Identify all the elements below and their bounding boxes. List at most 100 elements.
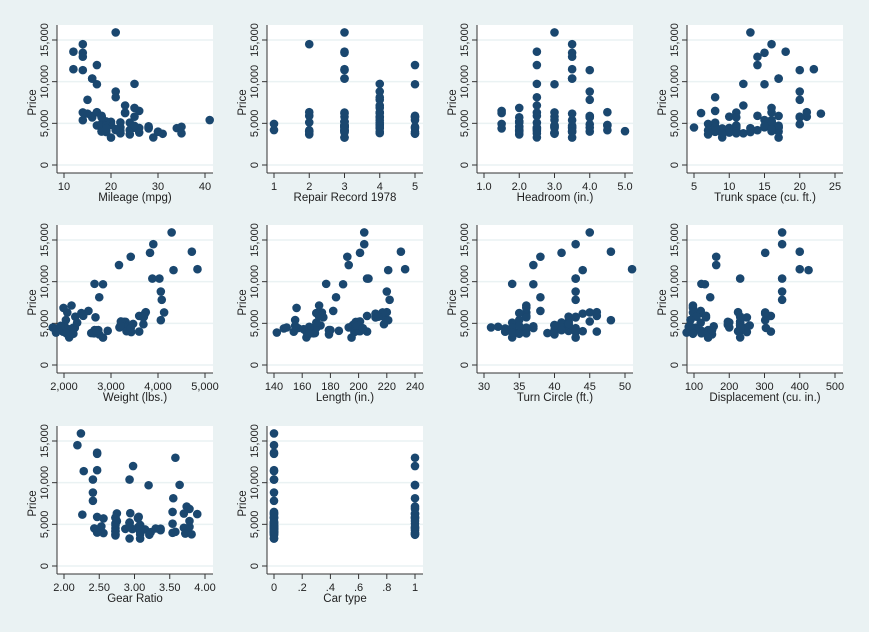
x-tick-label: 20 bbox=[794, 181, 806, 193]
data-point bbox=[106, 133, 116, 142]
data-point bbox=[125, 475, 134, 484]
data-point bbox=[340, 48, 349, 58]
data-point bbox=[543, 328, 552, 338]
data-point bbox=[144, 480, 153, 490]
x-tick-label: .8 bbox=[382, 582, 391, 594]
y-tick-label: 10,000 bbox=[249, 265, 261, 299]
y-axis-title: Price bbox=[657, 89, 669, 115]
data-point bbox=[532, 92, 542, 102]
x-tick-label: 500 bbox=[826, 381, 844, 393]
data-point bbox=[385, 295, 394, 305]
y-tick-label: 5,000 bbox=[669, 310, 681, 338]
data-point bbox=[795, 112, 805, 121]
data-point bbox=[710, 92, 720, 102]
data-point bbox=[514, 122, 524, 132]
scatter-panel: 0 5,000 10,000 15,000 Price 140 160 180 200 220 24… bbox=[237, 223, 424, 404]
data-point bbox=[114, 260, 124, 270]
data-point bbox=[410, 79, 420, 89]
data-point bbox=[585, 123, 595, 132]
x-axis-title: Length (in.) bbox=[316, 392, 374, 404]
y-axis-title: Price bbox=[657, 289, 669, 315]
data-point bbox=[735, 274, 745, 283]
data-point bbox=[705, 292, 715, 302]
data-point bbox=[802, 107, 812, 117]
scatter-panel: 0 5,000 10,000 15,000 Price 5 10 15 20 25 Trunk sp… bbox=[657, 23, 843, 204]
data-point bbox=[111, 92, 120, 102]
scatter-panel: 0 5,000 10,000 15,000 Price 10 20 30 40 Mileage (… bbox=[27, 23, 214, 204]
data-point bbox=[304, 39, 314, 49]
data-point bbox=[98, 279, 108, 289]
y-axis-title: Price bbox=[27, 490, 39, 516]
data-point bbox=[358, 323, 368, 333]
data-point bbox=[760, 308, 770, 317]
data-point bbox=[159, 308, 169, 317]
x-tick-label: .6 bbox=[354, 582, 363, 594]
data-point bbox=[703, 119, 713, 129]
data-point bbox=[689, 123, 699, 132]
data-point bbox=[567, 74, 577, 83]
data-point bbox=[742, 313, 752, 322]
scatter-panel: 0 5,000 10,000 15,000 Price 100 200 300 400 500 Di… bbox=[657, 223, 844, 404]
data-point bbox=[696, 318, 705, 327]
x-tick-label: 2,000 bbox=[50, 381, 78, 393]
y-tick-label: 0 bbox=[459, 362, 471, 368]
data-point bbox=[497, 108, 506, 118]
data-point bbox=[130, 79, 139, 89]
x-axis-title: Gear Ratio bbox=[107, 593, 163, 605]
data-point bbox=[410, 129, 420, 139]
y-tick-label: 10,000 bbox=[39, 466, 51, 500]
data-point bbox=[564, 312, 573, 321]
data-point bbox=[359, 239, 369, 249]
data-point bbox=[774, 121, 783, 130]
data-point bbox=[514, 329, 524, 339]
plot-region bbox=[267, 426, 423, 574]
data-point bbox=[125, 534, 134, 543]
data-point bbox=[620, 126, 630, 136]
data-point bbox=[795, 65, 805, 75]
data-point bbox=[331, 292, 341, 302]
data-point bbox=[347, 333, 356, 342]
data-point bbox=[97, 113, 106, 122]
x-tick-label: 20 bbox=[105, 181, 117, 193]
data-point bbox=[532, 60, 542, 70]
data-point bbox=[83, 95, 92, 105]
y-tick-label: 0 bbox=[459, 162, 471, 168]
data-point bbox=[532, 47, 542, 57]
x-tick-label: 2.00 bbox=[53, 582, 74, 594]
data-point bbox=[355, 248, 365, 258]
data-point bbox=[158, 129, 167, 139]
data-point bbox=[493, 322, 503, 332]
data-point bbox=[795, 95, 805, 105]
data-point bbox=[168, 519, 177, 528]
x-axis-title: Turn Circle (ft.) bbox=[517, 392, 593, 404]
data-point bbox=[585, 95, 595, 105]
data-point bbox=[79, 466, 89, 476]
data-point bbox=[753, 60, 762, 70]
scatter-panel: 0 5,000 10,000 15,000 Price 1.0 2.0 3.0 4.0 5.0 He… bbox=[447, 23, 633, 204]
data-point bbox=[585, 308, 595, 317]
data-point bbox=[92, 79, 102, 89]
data-point bbox=[362, 311, 372, 321]
x-tick-label: 100 bbox=[685, 381, 703, 393]
x-tick-label: 50 bbox=[619, 381, 631, 393]
y-tick-label: 0 bbox=[669, 362, 681, 368]
plot-region bbox=[687, 25, 843, 173]
data-point bbox=[92, 512, 102, 522]
data-point bbox=[711, 252, 721, 262]
data-point bbox=[717, 129, 727, 139]
data-point bbox=[120, 108, 130, 118]
data-point bbox=[514, 321, 524, 331]
data-point bbox=[362, 274, 372, 283]
x-tick-label: 4 bbox=[377, 181, 383, 193]
x-tick-label: 35 bbox=[513, 381, 525, 393]
y-tick-label: 5,000 bbox=[459, 310, 471, 338]
x-tick-label: 1.0 bbox=[476, 181, 491, 193]
data-point bbox=[685, 321, 695, 331]
x-axis-title: Repair Record 1978 bbox=[294, 192, 397, 204]
data-point bbox=[746, 28, 755, 37]
data-point bbox=[522, 313, 531, 322]
data-point bbox=[767, 39, 776, 49]
data-point bbox=[396, 247, 406, 257]
data-point bbox=[87, 74, 97, 83]
